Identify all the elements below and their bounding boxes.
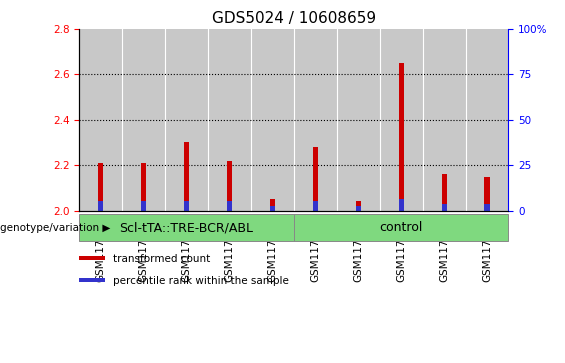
Bar bbox=[398, 199, 404, 211]
Bar bbox=[294, 29, 337, 211]
Bar bbox=[484, 204, 490, 211]
Bar bbox=[423, 29, 466, 211]
Bar bbox=[141, 163, 146, 211]
Bar bbox=[79, 29, 122, 211]
Bar bbox=[484, 176, 490, 211]
Bar bbox=[380, 29, 423, 211]
Text: Scl-tTA::TRE-BCR/ABL: Scl-tTA::TRE-BCR/ABL bbox=[119, 221, 254, 234]
Bar bbox=[79, 256, 105, 260]
FancyBboxPatch shape bbox=[294, 214, 508, 241]
Bar bbox=[141, 201, 146, 211]
Text: control: control bbox=[380, 221, 423, 234]
Bar bbox=[270, 199, 275, 211]
Bar bbox=[355, 206, 361, 211]
Bar bbox=[337, 29, 380, 211]
Bar bbox=[270, 206, 275, 211]
Bar bbox=[227, 160, 232, 211]
Bar bbox=[122, 29, 165, 211]
Text: percentile rank within the sample: percentile rank within the sample bbox=[114, 276, 289, 286]
Bar bbox=[441, 204, 447, 211]
FancyBboxPatch shape bbox=[79, 214, 294, 241]
Bar bbox=[208, 29, 251, 211]
Bar bbox=[312, 147, 318, 211]
Bar bbox=[184, 201, 189, 211]
Bar bbox=[251, 29, 294, 211]
Bar bbox=[312, 201, 318, 211]
Bar bbox=[398, 63, 404, 211]
Text: transformed count: transformed count bbox=[114, 254, 211, 264]
Text: genotype/variation ▶: genotype/variation ▶ bbox=[0, 223, 110, 233]
Bar bbox=[227, 201, 232, 211]
Bar bbox=[441, 174, 447, 211]
Title: GDS5024 / 10608659: GDS5024 / 10608659 bbox=[212, 12, 376, 26]
Bar bbox=[355, 201, 361, 211]
Bar bbox=[466, 29, 509, 211]
Bar bbox=[184, 143, 189, 211]
Bar bbox=[98, 201, 103, 211]
Bar bbox=[79, 278, 105, 282]
Bar bbox=[165, 29, 208, 211]
Bar bbox=[98, 163, 103, 211]
